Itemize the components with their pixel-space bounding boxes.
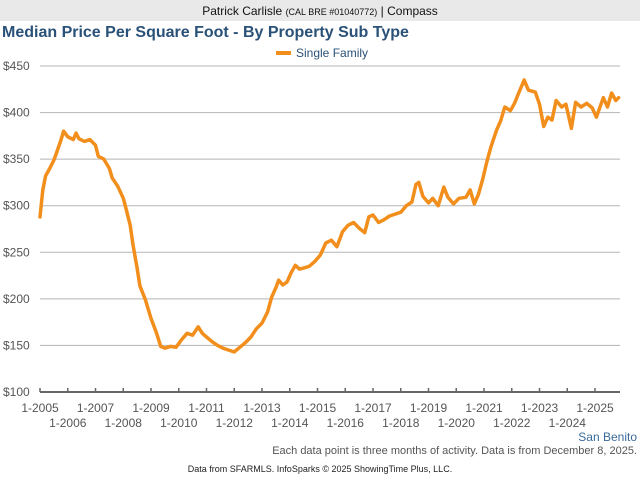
x-tick-label: 1-2017 [354,401,392,415]
agent-name: Patrick Carlisle [202,4,283,18]
x-tick-label: 1-2013 [243,401,281,415]
y-tick-label: $100 [3,385,30,399]
y-tick-label: $200 [3,292,30,306]
region-label: San Benito [578,430,637,444]
y-tick-label: $350 [3,152,30,166]
x-tick-label: 1-2024 [549,416,587,430]
x-tick-label: 1-2011 [188,401,225,415]
x-tick-label: 1-2007 [77,401,115,415]
x-tick-label: 1-2008 [105,416,143,430]
header-separator: | [380,4,384,18]
legend: Single Family [276,46,368,60]
y-tick-label: $250 [3,245,30,259]
x-tick-label: 1-2022 [493,416,531,430]
brokerage-name: Compass [387,4,438,18]
x-tick-label: 1-2014 [271,416,309,430]
agent-header-bar: Patrick Carlisle (CAL BRE #01040772) | C… [0,0,640,21]
y-tick-label: $400 [3,106,30,120]
x-tick-label: 1-2009 [132,401,170,415]
x-tick-label: 1-2021 [465,401,503,415]
data-note: Each data point is three months of activ… [272,445,637,457]
legend-swatch-single-family [276,51,291,55]
data-credit: Data from SFARMLS. InfoSparks © 2025 Sho… [187,464,453,474]
x-tick-label: 1-2015 [299,401,337,415]
x-tick-label: 1-2005 [21,401,59,415]
legend-label-single-family: Single Family [296,46,369,60]
y-tick-label: $300 [3,199,30,213]
series-line-single-family [38,78,621,354]
x-tick-label: 1-2016 [327,416,365,430]
x-tick-label: 1-2018 [382,416,420,430]
x-tick-label: 1-2025 [576,401,614,415]
x-tick-label: 1-2006 [49,416,87,430]
y-tick-label: $450 [3,59,30,73]
chart-title: Median Price Per Square Foot - By Proper… [2,24,409,41]
x-tick-label: 1-2012 [216,416,254,430]
x-tick-label: 1-2019 [410,401,448,415]
x-tick-label: 1-2010 [160,416,198,430]
y-tick-label: $150 [3,338,30,352]
x-tick-label: 1-2023 [521,401,559,415]
x-tick-label: 1-2020 [438,416,476,430]
agent-license: (CAL BRE #01040772) [285,7,378,17]
